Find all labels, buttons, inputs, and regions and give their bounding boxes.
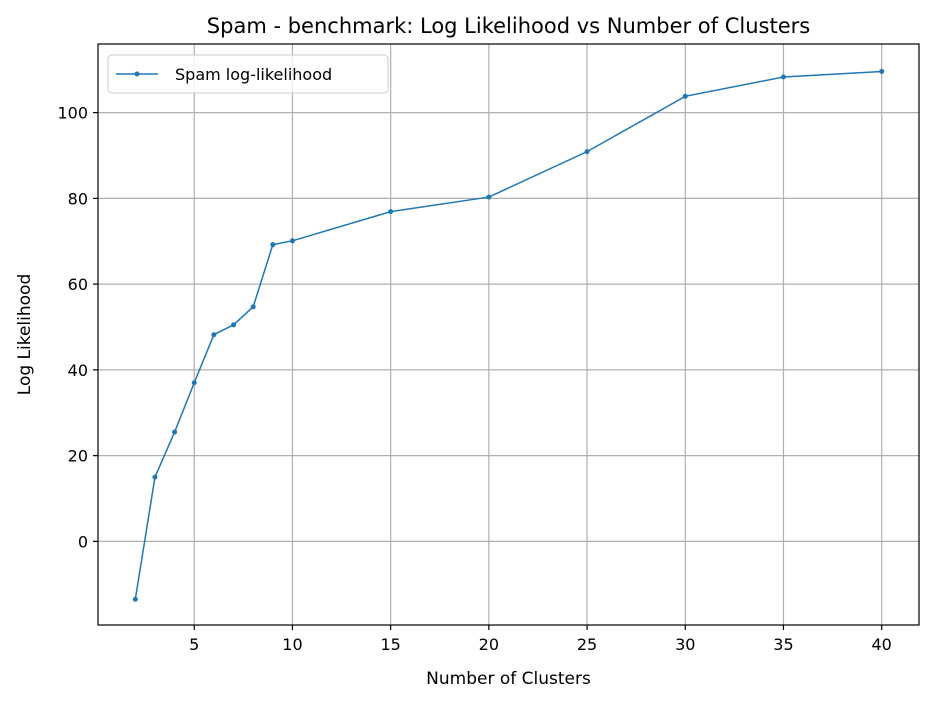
data-point — [132, 596, 138, 602]
legend-box — [107, 54, 389, 94]
data-point — [191, 380, 197, 386]
data-point — [289, 238, 295, 244]
x-axis-label: Number of Clusters — [426, 669, 591, 689]
data-point — [152, 474, 158, 480]
chart-title: Spam - benchmark: Log Likelihood vs Numb… — [207, 14, 810, 38]
grid — [98, 44, 919, 625]
x-tick-label: 30 — [675, 635, 695, 654]
series-layer — [132, 68, 885, 602]
data-point — [211, 332, 217, 338]
data-point — [172, 429, 178, 435]
y-tick-label: 100 — [57, 104, 88, 123]
data-point — [879, 68, 885, 74]
data-point — [584, 149, 590, 155]
x-tick-label: 5 — [189, 635, 199, 654]
data-point — [682, 93, 688, 99]
legend-marker-swatch — [134, 71, 140, 77]
x-tick-label: 10 — [282, 635, 302, 654]
plot-frame — [97, 43, 920, 626]
y-tick-label: 60 — [68, 275, 88, 294]
data-point — [270, 242, 276, 248]
x-tick-label: 25 — [577, 635, 597, 654]
legend: Spam log-likelihood — [107, 54, 389, 94]
y-tick-label: 0 — [78, 532, 88, 551]
data-point — [231, 322, 237, 328]
data-point — [780, 74, 786, 80]
y-tick-label: 20 — [68, 447, 88, 466]
y-tick-label: 40 — [68, 361, 88, 380]
x-tick-label: 35 — [773, 635, 793, 654]
ticks: 5 10 15 20 25 30 35 40 0 20 40 60 80 100 — [57, 104, 891, 654]
x-tick-label: 40 — [872, 635, 892, 654]
y-tick-label: 80 — [68, 189, 88, 208]
data-point — [486, 194, 492, 200]
legend-label: Spam log-likelihood — [175, 65, 332, 84]
data-point — [388, 209, 394, 215]
y-axis-label: Log Likelihood — [15, 274, 35, 395]
data-point — [250, 304, 256, 310]
x-tick-label: 20 — [479, 635, 499, 654]
x-tick-label: 15 — [380, 635, 400, 654]
